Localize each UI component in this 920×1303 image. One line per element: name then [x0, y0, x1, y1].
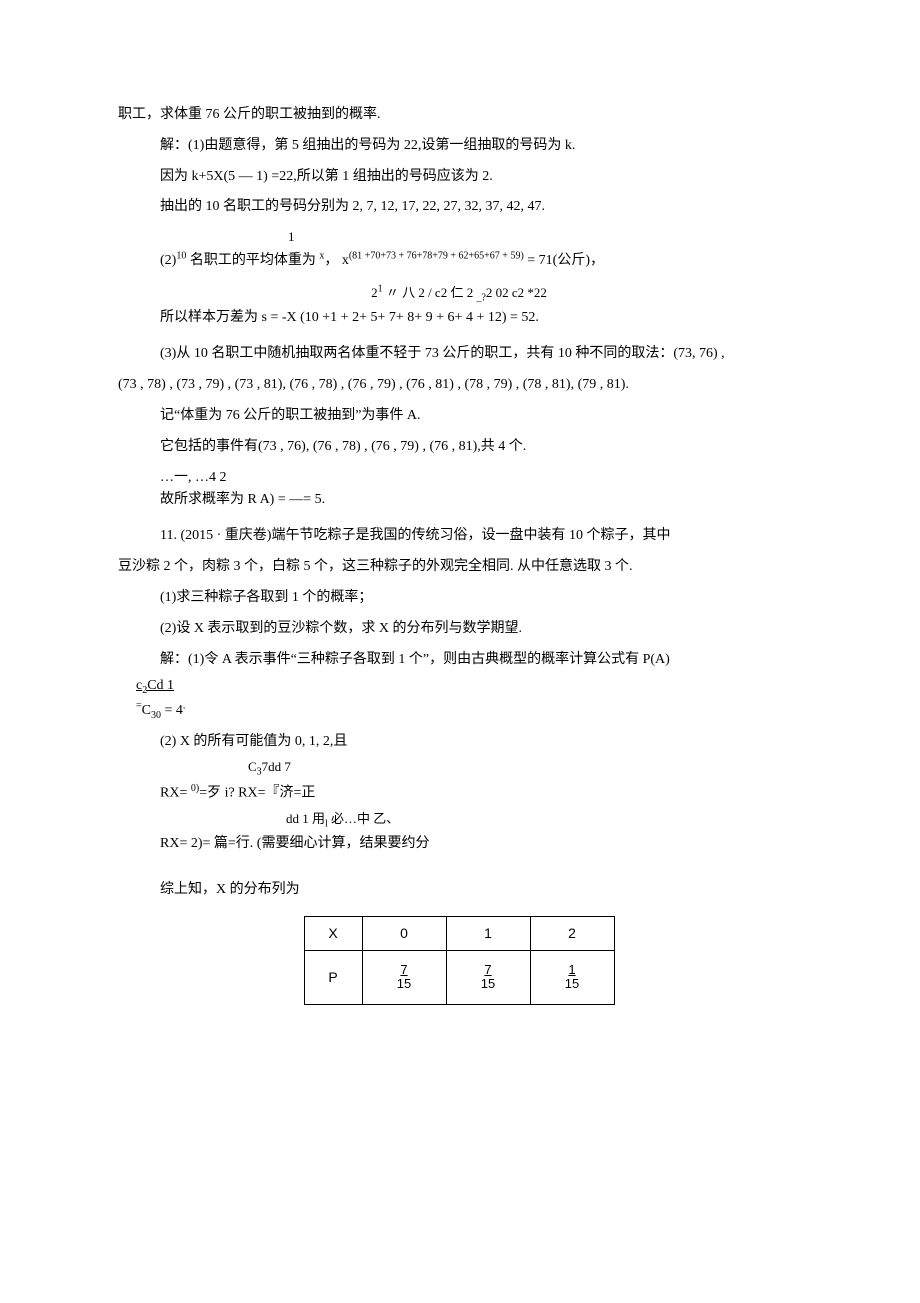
solution-text: 解：(1)由题意得，第 5 组抽出的号码为 22,设第一组抽取的号码为 k. [118, 131, 800, 162]
body-text: 职工，求体重 76 公斤的职工被抽到的概率. [118, 100, 800, 131]
body-text: 因为 k+5X(5 — 1) =22,所以第 1 组抽出的号码应该为 2. [118, 162, 800, 193]
table-cell: P [304, 950, 362, 1004]
fragment-text: dd 1 用l 必…中 乙、 [118, 809, 800, 833]
body-text: (2)10 名职工的平均体重为 x， x(81 +70+73 + 76+78+7… [118, 248, 800, 272]
table-cell: 715 [362, 950, 446, 1004]
body-text: 所以样本万差为 s = -X (10 +1 + 2+ 5+ 7+ 8+ 9 + … [118, 307, 800, 329]
body-text: (1)求三种粽子各取到 1 个的概率； [118, 583, 800, 614]
body-text: 它包括的事件有(73 , 76), (76 , 78) , (76 , 79) … [118, 432, 800, 463]
body-text: (73 , 78) , (73 , 79) , (73 , 81), (76 ,… [118, 370, 800, 401]
table-row: X 0 1 2 [304, 916, 614, 950]
table-header-cell: 2 [530, 916, 614, 950]
fragment-text: 1 [118, 227, 800, 248]
problem-heading: 11. (2015 · 重庆卷)端午节吃粽子是我国的传统习俗，设一盘中装有 10… [118, 521, 800, 552]
body-text: 豆沙粽 2 个，肉粽 3 个，白粽 5 个，这三种粽子的外观完全相同. 从中任意… [118, 552, 800, 583]
table-header-cell: X [304, 916, 362, 950]
distribution-table: X 0 1 2 P 715 715 115 [304, 916, 615, 1005]
body-text: RX= 0)=歹 i? RX=『济=正 [118, 781, 800, 805]
body-text: 记“体重为 76 公斤的职工被抽到”为事件 A. [118, 401, 800, 432]
body-text: (2)设 X 表示取到的豆沙粽个数，求 X 的分布列与数学期望. [118, 614, 800, 645]
body-text: RX= 2)= 篇=行. (需要细心计算，结果要约分 [118, 833, 800, 855]
body-text: 综上知，X 的分布列为 [118, 875, 800, 906]
table-cell: 115 [530, 950, 614, 1004]
body-text: (3)从 10 名职工中随机抽取两名体重不轻于 73 公斤的职工，共有 10 种… [118, 339, 800, 370]
fragment-text: C37dd 7 [118, 757, 800, 781]
solution-text: 解：(1)令 A 表示事件“三种粽子各取到 1 个”，则由古典概型的概率计算公式… [118, 645, 800, 676]
table-header-cell: 0 [362, 916, 446, 950]
body-text: 故所求概率为 R A) = —= 5. [118, 489, 800, 511]
table-cell: 715 [446, 950, 530, 1004]
fraction-text: c2Cd 1 =C30 = 4. [118, 675, 800, 722]
fragment-text: 21 〃 八 2 / c2 仁 2 _?2 02 c2 *22 [118, 282, 800, 307]
body-text: (2) X 的所有可能值为 0, 1, 2,且 [118, 727, 800, 758]
fragment-text: …一, …4 2 [118, 467, 800, 489]
table-row: P 715 715 115 [304, 950, 614, 1004]
body-text: 抽出的 10 名职工的号码分别为 2, 7, 12, 17, 22, 27, 3… [118, 192, 800, 223]
table-header-cell: 1 [446, 916, 530, 950]
